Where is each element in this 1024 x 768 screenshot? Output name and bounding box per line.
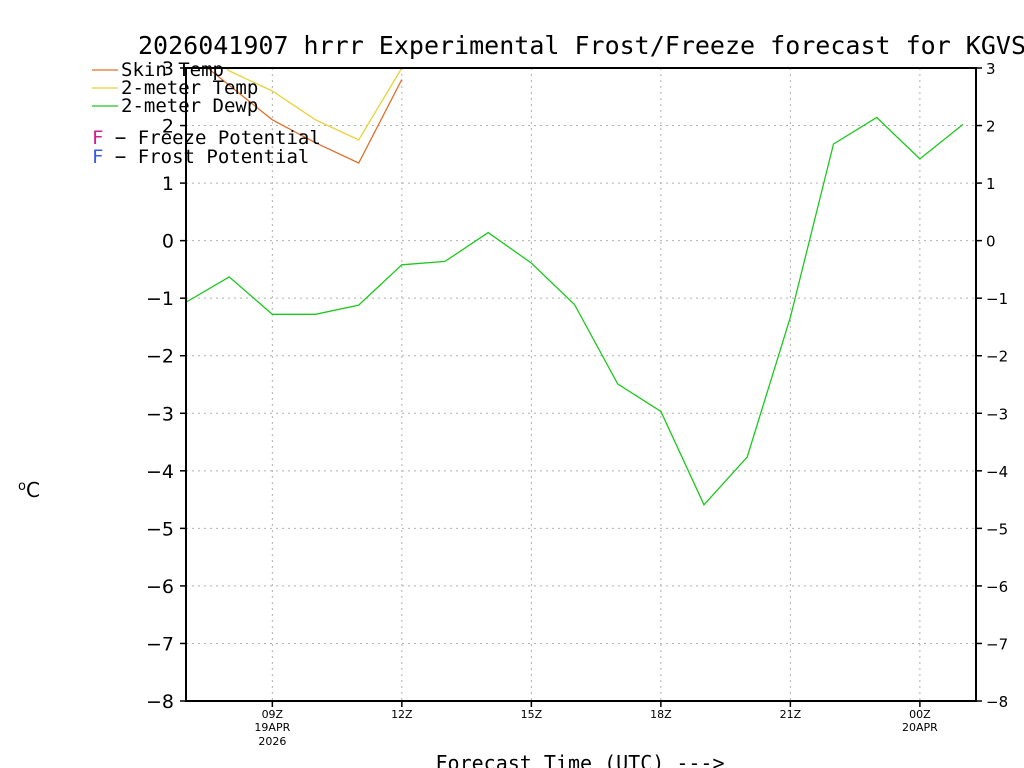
legend-label-2: 2-meter Temp	[121, 77, 258, 99]
y-axis-label-unit: C	[26, 478, 40, 502]
y-tick-label-left: −2	[146, 346, 174, 368]
chart-title: 2026041907 hrrr Experimental Frost/Freez…	[138, 31, 1024, 60]
x-tick-label: 21Z	[780, 708, 802, 721]
y-axis: 3 3 2 2 1 1 0 0 −1 −1 −2 −2 −3 −3 −4 −4 −5 −5 −6 −6 −7 −7 −8 −8	[146, 58, 1008, 713]
y-tick-label-left: −1	[146, 288, 174, 310]
y-tick-label-right: −2	[986, 348, 1008, 366]
y-tick-label-right: −7	[986, 635, 1008, 653]
annotation-letter: F	[92, 146, 103, 168]
y-tick-label-left: −4	[146, 461, 174, 483]
y-tick-label-left: −5	[146, 518, 174, 540]
y-tick-label-right: 2	[986, 118, 996, 136]
y-tick-label-left: −7	[146, 633, 174, 655]
x-tick-label: 18Z	[650, 708, 672, 721]
y-tick-label-right: 3	[986, 60, 996, 78]
annotation-letter: F	[92, 127, 103, 149]
y-tick-label-left: −6	[146, 576, 174, 598]
y-tick-label-right: −3	[986, 405, 1008, 423]
y-tick-label-left: 2	[162, 116, 174, 138]
annotation-1: F − Freeze Potential	[92, 127, 321, 149]
series-line-3	[186, 116, 964, 506]
x-tick-label: 00Z	[909, 708, 931, 721]
x-axis-label: Forecast Time (UTC) --->	[436, 751, 725, 768]
legend-label-1: Skin Temp	[121, 59, 224, 81]
x-tick-label: 12Z	[391, 708, 413, 721]
series-line-1	[206, 68, 403, 164]
series-line-2	[224, 68, 403, 141]
annotation-2: F − Frost Potential	[92, 146, 309, 168]
x-tick-label: 15Z	[521, 708, 543, 721]
annotation-text: − Frost Potential	[103, 146, 309, 168]
y-tick-label-left: −8	[146, 691, 174, 713]
plot-frame	[185, 67, 977, 702]
y-tick-label-right: 1	[986, 175, 996, 193]
y-axis-label-text: oC	[18, 478, 40, 502]
x-tick-year: 2026	[258, 735, 286, 748]
y-axis-label-degree: o	[18, 479, 26, 494]
y-tick-label-left: 0	[162, 231, 174, 253]
series-lines	[186, 68, 964, 506]
y-tick-label-right: −5	[986, 520, 1008, 538]
y-tick-label-right: −8	[986, 693, 1008, 711]
legend-label-3: 2-meter Dewp	[121, 95, 258, 117]
y-tick-label-right: −1	[986, 290, 1008, 308]
y-tick-label-left: 1	[162, 173, 174, 195]
y-axis-label: oC	[18, 478, 40, 502]
y-tick-label-left: −3	[146, 403, 174, 425]
x-tick-date: 20APR	[902, 721, 938, 734]
x-tick-label: 09Z	[262, 708, 284, 721]
x-tick-date: 19APR	[254, 721, 290, 734]
y-tick-label-right: −4	[986, 463, 1008, 481]
annotation-text: − Freeze Potential	[103, 127, 320, 149]
y-tick-label-left: 3	[162, 58, 174, 80]
y-tick-label-right: 0	[986, 233, 996, 251]
y-tick-label-right: −6	[986, 578, 1008, 596]
